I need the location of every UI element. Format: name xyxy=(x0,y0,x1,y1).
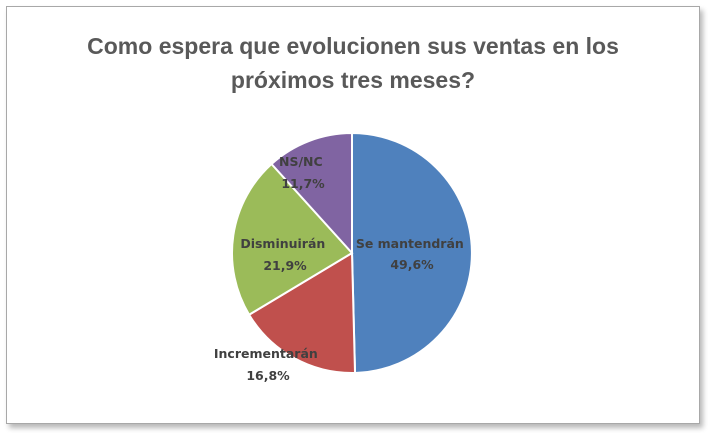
slice-disminuiran xyxy=(231,162,354,317)
label-disminuiran: Disminuirán 21,9% xyxy=(240,236,329,273)
label-se-mantendran-value: 49,6% xyxy=(390,257,434,272)
label-se-mantendran: Se mantendrán 49,6% xyxy=(356,236,468,272)
pie-labels: Se mantendrán 49,6% Incrementarán 16,8% … xyxy=(214,154,468,383)
label-ns-nc-name: NS/NC xyxy=(279,154,323,169)
chart-title-line-1: Como espera que evolucionen sus ventas e… xyxy=(87,33,619,59)
pie-slices xyxy=(231,131,473,374)
label-ns-nc-value: 11,7% xyxy=(281,176,325,191)
label-ns-nc: NS/NC 11,7% xyxy=(279,154,327,191)
slice-incrementaran xyxy=(247,251,357,374)
chart-title: Como espera que evolucionen sus ventas e… xyxy=(7,29,699,97)
chart-title-line-2: próximos tres meses? xyxy=(230,67,476,93)
slice-ns-nc xyxy=(270,131,353,256)
label-disminuiran-value: 21,9% xyxy=(263,258,307,273)
label-incrementaran: Incrementarán 16,8% xyxy=(214,346,322,383)
label-incrementaran-value: 16,8% xyxy=(246,368,290,383)
label-incrementaran-name: Incrementarán xyxy=(214,346,318,361)
label-se-mantendran-name: Se mantendrán xyxy=(356,236,464,251)
label-disminuiran-name: Disminuirán xyxy=(240,236,325,251)
slice-se-mantendran xyxy=(351,131,473,374)
